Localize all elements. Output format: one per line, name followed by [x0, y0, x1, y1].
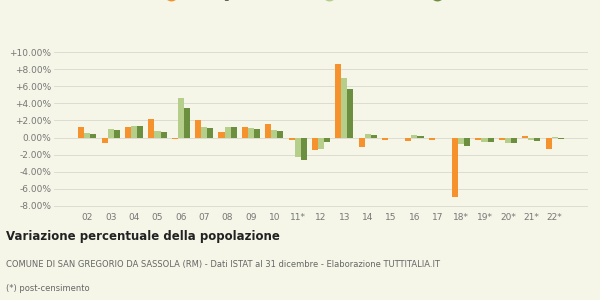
Bar — [207, 128, 214, 137]
Legend: San Gregorio da Sassola, Provincia di RM, Lazio: San Gregorio da Sassola, Provincia di RM… — [164, 0, 478, 5]
Bar — [184, 108, 190, 137]
Bar — [341, 78, 347, 137]
Bar — [475, 137, 481, 140]
Bar — [488, 137, 494, 142]
Bar — [511, 137, 517, 142]
Bar — [254, 129, 260, 137]
Bar — [154, 131, 161, 137]
Bar — [178, 98, 184, 137]
Bar — [85, 133, 91, 137]
Text: Variazione percentuale della popolazione: Variazione percentuale della popolazione — [6, 230, 280, 243]
Bar — [418, 136, 424, 137]
Bar — [458, 137, 464, 144]
Bar — [545, 137, 551, 149]
Bar — [131, 126, 137, 137]
Bar — [195, 120, 201, 137]
Bar — [428, 137, 435, 140]
Bar — [318, 137, 324, 149]
Bar — [412, 135, 418, 137]
Bar — [91, 134, 97, 137]
Bar — [324, 137, 330, 142]
Bar — [312, 137, 318, 150]
Bar — [505, 137, 511, 142]
Bar — [301, 137, 307, 160]
Text: (*) post-censimento: (*) post-censimento — [6, 284, 89, 293]
Bar — [218, 132, 224, 137]
Bar — [365, 134, 371, 137]
Bar — [78, 127, 85, 137]
Bar — [335, 64, 341, 137]
Bar — [499, 137, 505, 140]
Bar — [347, 89, 353, 137]
Bar — [534, 137, 541, 141]
Bar — [464, 137, 470, 146]
Bar — [242, 127, 248, 137]
Bar — [371, 135, 377, 137]
Bar — [522, 136, 528, 137]
Bar — [481, 137, 488, 142]
Bar — [528, 137, 534, 140]
Bar — [148, 119, 154, 137]
Bar — [271, 130, 277, 137]
Bar — [289, 137, 295, 140]
Bar — [114, 130, 120, 137]
Bar — [224, 127, 230, 137]
Bar — [248, 128, 254, 137]
Bar — [382, 137, 388, 140]
Bar — [277, 131, 283, 137]
Bar — [101, 137, 108, 142]
Bar — [295, 137, 301, 157]
Bar — [137, 126, 143, 137]
Bar — [172, 137, 178, 139]
Text: COMUNE DI SAN GREGORIO DA SASSOLA (RM) - Dati ISTAT al 31 dicembre - Elaborazion: COMUNE DI SAN GREGORIO DA SASSOLA (RM) -… — [6, 260, 440, 269]
Bar — [125, 127, 131, 137]
Bar — [201, 127, 207, 137]
Bar — [265, 124, 271, 137]
Bar — [161, 132, 167, 137]
Bar — [108, 129, 114, 137]
Bar — [359, 137, 365, 147]
Bar — [406, 137, 412, 141]
Bar — [557, 137, 564, 139]
Bar — [230, 127, 236, 137]
Bar — [452, 137, 458, 197]
